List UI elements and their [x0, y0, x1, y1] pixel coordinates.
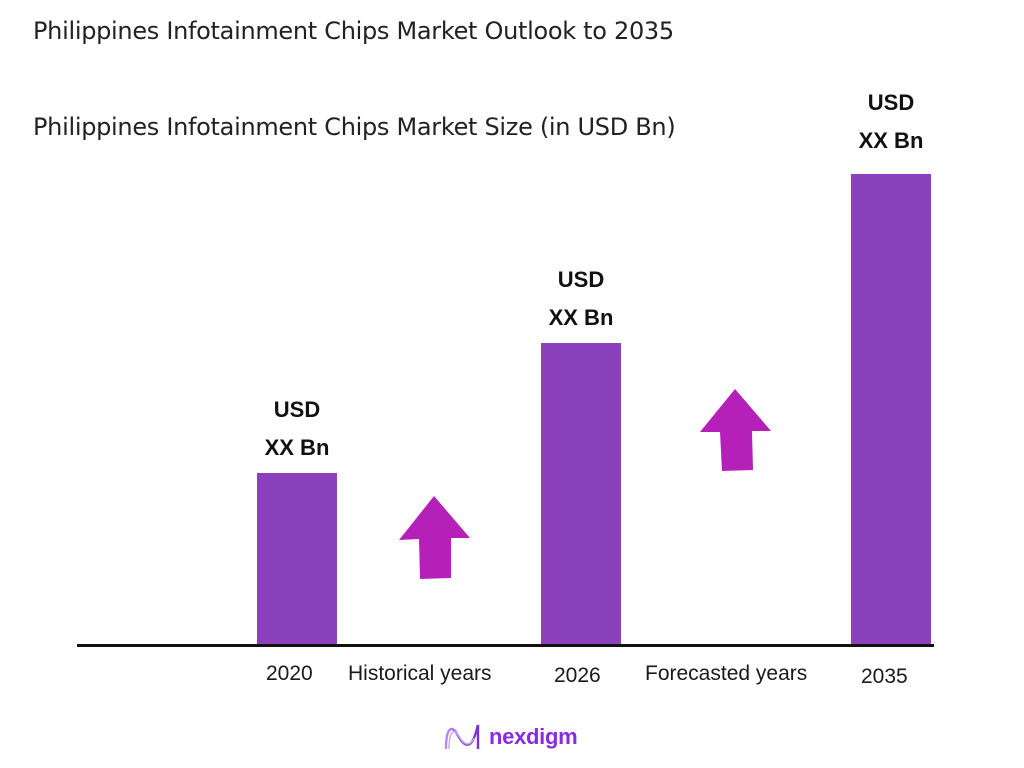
chart-subtitle: Philippines Infotainment Chips Market Si… [33, 113, 676, 141]
bar-label-2020: USD XX Bn [237, 391, 357, 467]
bar-label-value: XX Bn [264, 435, 330, 460]
x-axis-line [77, 644, 934, 647]
bar-label-value: XX Bn [548, 305, 614, 330]
bar-2020 [257, 473, 337, 645]
chart-title: Philippines Infotainment Chips Market Ou… [33, 17, 674, 45]
up-arrow-icon [399, 496, 470, 579]
bar-label-2035: USD XX Bn [831, 84, 951, 160]
bar-label-currency: USD [557, 267, 605, 292]
x-label-forecasted-years: Forecasted years [645, 662, 808, 685]
bar-2035 [851, 174, 931, 645]
up-arrow-icon [700, 389, 771, 471]
x-label-2035: 2035 [861, 665, 908, 688]
x-label-historical-years: Historical years [348, 662, 492, 685]
brand-name: nexdigm [489, 724, 578, 749]
brand-logo: nexdigm [443, 722, 578, 752]
bar-label-2026: USD XX Bn [521, 261, 641, 337]
bar-label-currency: USD [273, 397, 321, 422]
nexdigm-wave-icon [444, 724, 480, 750]
x-label-2026: 2026 [554, 664, 601, 687]
bar-2026 [541, 343, 621, 645]
bar-label-currency: USD [867, 90, 915, 115]
x-label-2020: 2020 [266, 662, 313, 685]
bar-label-value: XX Bn [858, 128, 924, 153]
